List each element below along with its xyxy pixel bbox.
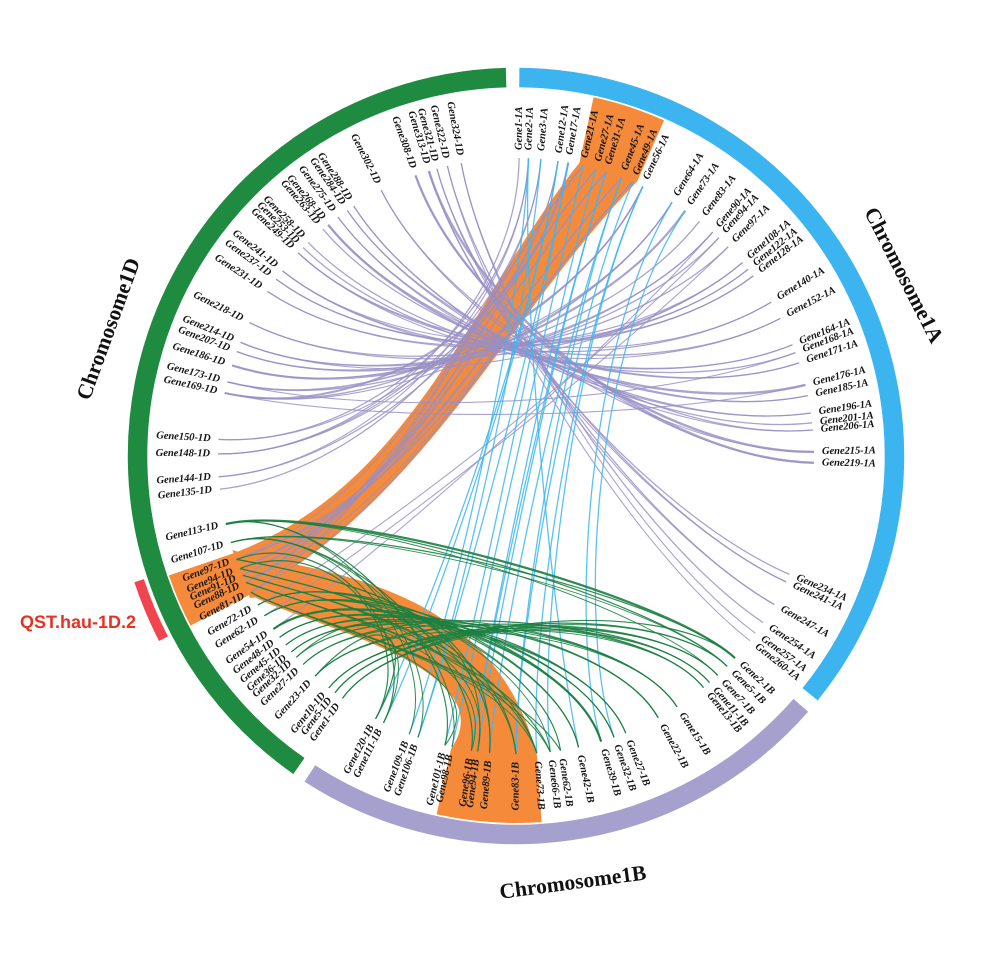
svg-text:QST.hau-1D.2: QST.hau-1D.2	[20, 612, 136, 632]
svg-text:Gene2-1A: Gene2-1A	[523, 107, 536, 151]
svg-text:Gene3-1A: Gene3-1A	[536, 107, 551, 151]
svg-text:Gene73-1B: Gene73-1B	[532, 761, 546, 810]
svg-text:Gene219-1A: Gene219-1A	[822, 457, 876, 469]
svg-text:Gene144-1D: Gene144-1D	[156, 472, 211, 487]
svg-text:Gene206-1A: Gene206-1A	[820, 419, 875, 435]
svg-text:Gene150-1D: Gene150-1D	[156, 430, 211, 444]
svg-text:Gene89-1B: Gene89-1B	[479, 760, 494, 809]
svg-text:Gene1-1A: Gene1-1A	[514, 107, 525, 150]
svg-text:Gene215-1A: Gene215-1A	[822, 445, 876, 457]
svg-text:Gene83-1B: Gene83-1B	[510, 762, 521, 811]
svg-text:Gene148-1D: Gene148-1D	[156, 448, 211, 459]
